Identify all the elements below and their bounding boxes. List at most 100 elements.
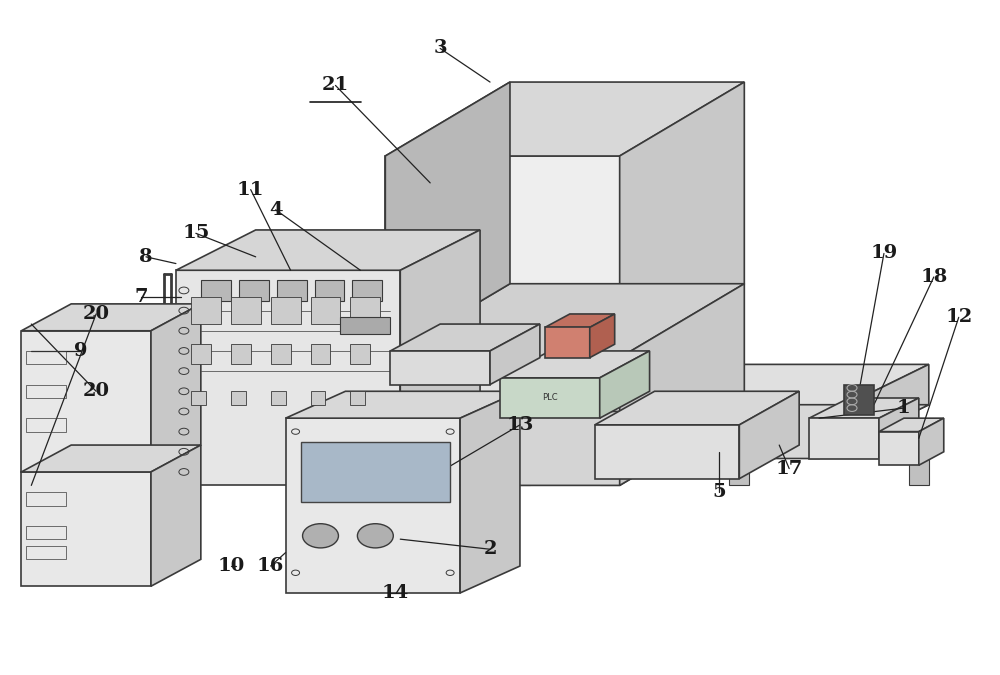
Text: 5: 5	[713, 483, 726, 501]
Bar	[191, 344, 211, 364]
Bar	[350, 392, 365, 405]
Polygon shape	[590, 314, 615, 358]
Bar	[352, 280, 382, 300]
Polygon shape	[595, 392, 799, 425]
Bar	[239, 280, 269, 300]
Text: 3: 3	[433, 39, 447, 57]
Polygon shape	[390, 324, 540, 351]
Text: 20: 20	[83, 305, 110, 323]
Polygon shape	[176, 270, 400, 485]
Bar	[201, 280, 231, 300]
Text: 13: 13	[506, 416, 534, 434]
Polygon shape	[729, 458, 749, 485]
Polygon shape	[151, 445, 201, 586]
Text: 11: 11	[237, 181, 264, 198]
Polygon shape	[600, 458, 620, 485]
Bar	[277, 280, 307, 300]
Polygon shape	[545, 327, 590, 358]
Text: 17: 17	[776, 460, 803, 478]
Polygon shape	[879, 418, 944, 431]
Text: 9: 9	[74, 342, 88, 360]
Bar	[191, 392, 206, 405]
Bar	[350, 344, 370, 364]
Polygon shape	[809, 418, 879, 458]
Polygon shape	[620, 284, 744, 485]
Polygon shape	[21, 331, 151, 472]
Polygon shape	[490, 324, 540, 385]
Polygon shape	[510, 458, 530, 485]
Polygon shape	[385, 284, 744, 358]
Polygon shape	[301, 441, 450, 502]
Polygon shape	[739, 392, 799, 479]
Polygon shape	[286, 392, 520, 418]
Text: 1: 1	[897, 399, 911, 417]
Polygon shape	[595, 425, 739, 479]
Polygon shape	[500, 364, 610, 458]
Text: 19: 19	[870, 244, 898, 263]
Text: 10: 10	[217, 557, 244, 575]
Polygon shape	[500, 364, 929, 418]
Bar	[311, 344, 330, 364]
Polygon shape	[390, 351, 490, 385]
Bar	[271, 392, 286, 405]
Bar	[26, 351, 66, 364]
Polygon shape	[809, 398, 919, 418]
Polygon shape	[600, 351, 650, 418]
Bar	[26, 546, 66, 560]
Text: 21: 21	[322, 76, 349, 95]
Polygon shape	[21, 445, 201, 472]
Polygon shape	[385, 412, 744, 485]
Circle shape	[357, 524, 393, 548]
Bar	[26, 526, 66, 539]
Polygon shape	[620, 82, 744, 358]
Polygon shape	[500, 405, 929, 458]
Bar	[311, 392, 325, 405]
Bar	[191, 297, 221, 324]
Text: 4: 4	[269, 200, 282, 219]
Text: 20: 20	[83, 382, 110, 400]
Polygon shape	[500, 351, 650, 378]
Bar	[271, 344, 291, 364]
Text: 12: 12	[945, 308, 972, 326]
Text: 8: 8	[139, 248, 153, 266]
Polygon shape	[385, 358, 620, 485]
Bar	[311, 297, 340, 324]
Bar	[26, 492, 66, 506]
Polygon shape	[400, 230, 480, 485]
Circle shape	[303, 524, 338, 548]
Polygon shape	[460, 392, 520, 593]
Polygon shape	[385, 82, 744, 156]
Bar	[231, 344, 251, 364]
Text: 2: 2	[483, 540, 497, 558]
Polygon shape	[151, 304, 201, 472]
Text: PLC: PLC	[542, 394, 558, 402]
Text: 16: 16	[257, 557, 284, 575]
Bar	[350, 297, 380, 324]
Bar	[315, 280, 344, 300]
Bar	[231, 297, 261, 324]
Polygon shape	[500, 378, 600, 418]
Text: 7: 7	[134, 288, 148, 306]
Polygon shape	[844, 385, 874, 415]
Polygon shape	[385, 156, 620, 358]
Bar	[231, 392, 246, 405]
Polygon shape	[385, 82, 510, 358]
Polygon shape	[909, 458, 929, 485]
Polygon shape	[919, 418, 944, 465]
Polygon shape	[879, 398, 919, 458]
Text: 15: 15	[182, 224, 210, 242]
Bar	[26, 385, 66, 398]
Bar	[26, 418, 66, 431]
Text: 14: 14	[382, 584, 409, 602]
Polygon shape	[879, 431, 919, 465]
Polygon shape	[340, 317, 390, 334]
Polygon shape	[21, 472, 151, 586]
Polygon shape	[545, 314, 615, 327]
Polygon shape	[286, 418, 460, 593]
Text: 18: 18	[920, 268, 947, 286]
Polygon shape	[819, 364, 929, 458]
Polygon shape	[176, 230, 480, 270]
Polygon shape	[156, 307, 176, 334]
Bar	[271, 297, 301, 324]
Polygon shape	[21, 304, 201, 331]
